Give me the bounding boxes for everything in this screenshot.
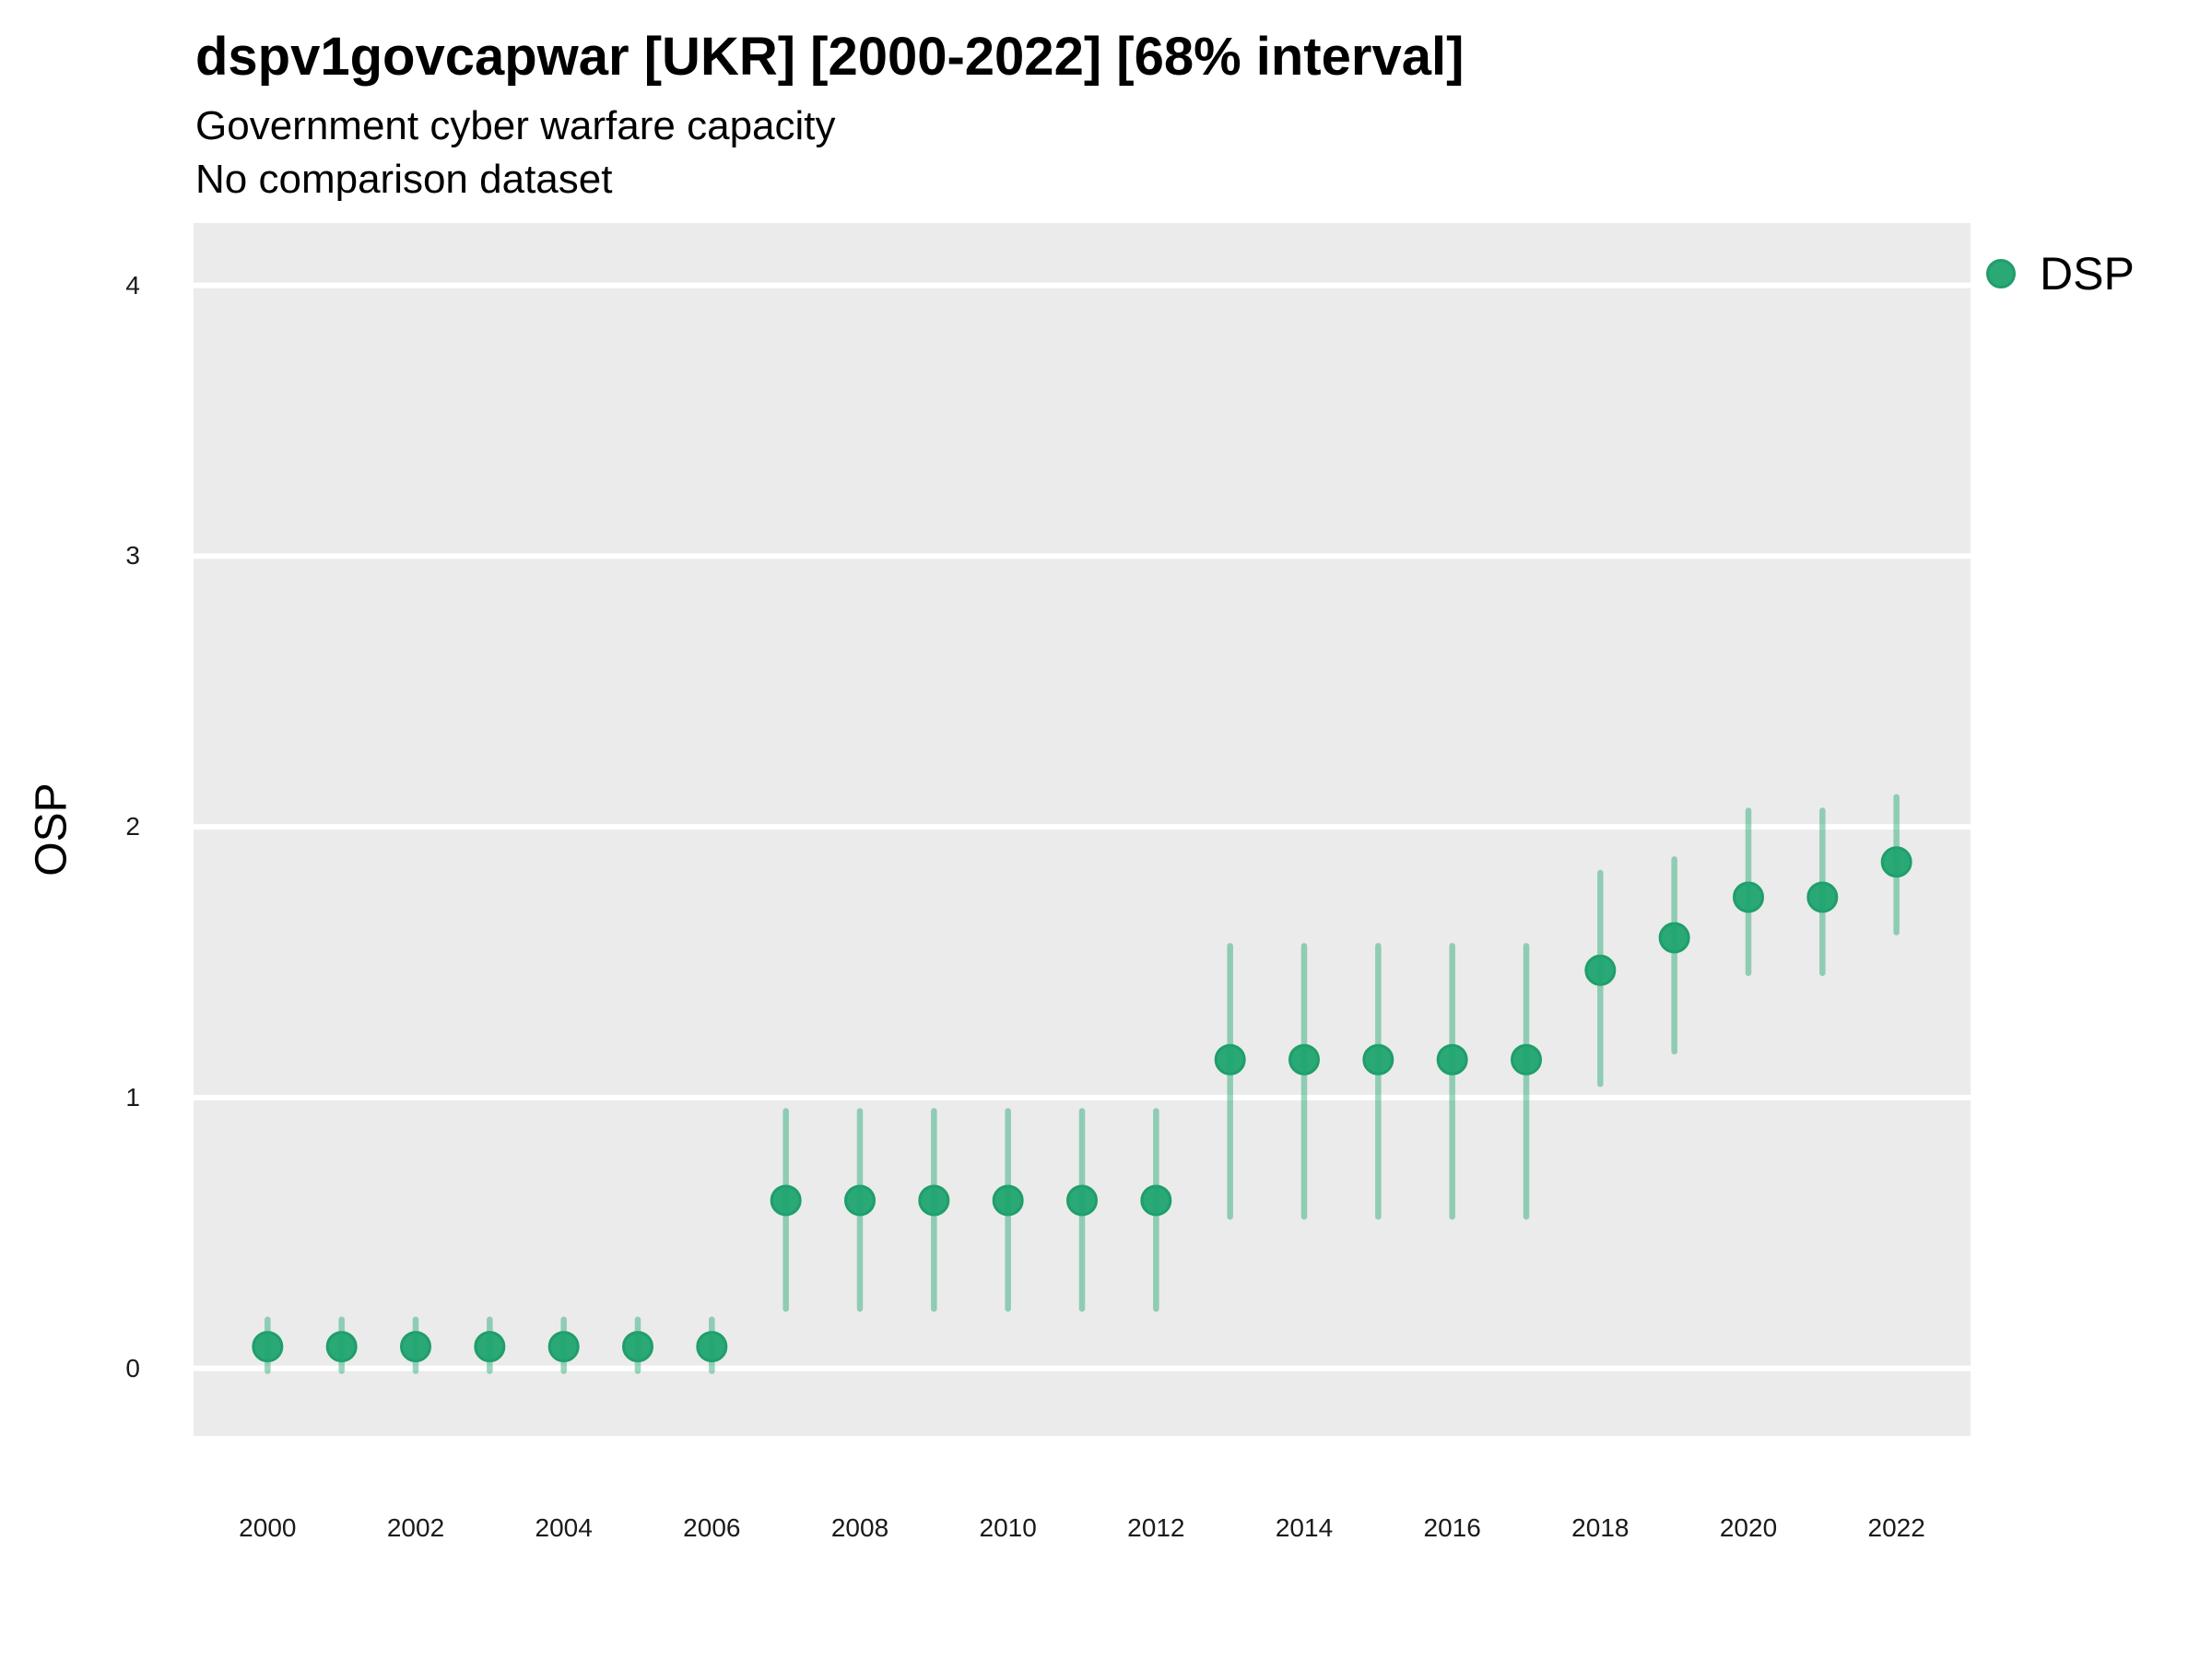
x-tick-label-2018: 2018 <box>1571 1513 1630 1542</box>
x-tick-label-2002: 2002 <box>386 1513 445 1542</box>
data-point-2014 <box>1288 1043 1320 1076</box>
legend-label: DSP <box>2040 248 2135 300</box>
data-point-2017 <box>1511 1043 1542 1076</box>
data-point-2013 <box>1214 1043 1246 1076</box>
data-point-2007 <box>770 1184 802 1217</box>
data-point-2004 <box>547 1331 580 1363</box>
data-point-2008 <box>844 1184 876 1217</box>
data-point-2021 <box>1806 881 1839 913</box>
y-tick-label-0: 0 <box>125 1353 140 1382</box>
data-point-2005 <box>622 1331 653 1363</box>
data-point-2006 <box>696 1331 728 1363</box>
data-point-2009 <box>918 1184 950 1217</box>
data-point-2015 <box>1362 1043 1394 1076</box>
chart-subtitle: Government cyber warfare capacity <box>195 103 836 148</box>
data-point-2001 <box>325 1331 358 1363</box>
x-tick-label-2022: 2022 <box>1867 1513 1925 1542</box>
x-tick-label-2014: 2014 <box>1275 1513 1334 1542</box>
data-point-2018 <box>1584 954 1617 986</box>
data-point-2016 <box>1436 1043 1468 1076</box>
plot-canvas <box>194 282 1971 1374</box>
data-point-2003 <box>474 1331 506 1363</box>
data-point-2019 <box>1658 922 1690 954</box>
data-point-2010 <box>992 1184 1024 1217</box>
data-point-2000 <box>252 1331 284 1363</box>
x-tick-label-2020: 2020 <box>1719 1513 1778 1542</box>
x-tick-label-2012: 2012 <box>1127 1513 1185 1542</box>
data-point-2020 <box>1733 881 1764 913</box>
y-tick-label-4: 4 <box>125 270 140 300</box>
y-tick-label-3: 3 <box>125 541 140 571</box>
plot-panel <box>194 223 1971 1436</box>
x-tick-label-2016: 2016 <box>1423 1513 1481 1542</box>
chart-title: dspv1govcapwar [UKR] [2000-2022] [68% in… <box>195 27 1465 87</box>
y-tick-label-1: 1 <box>125 1082 140 1112</box>
data-point-2012 <box>1140 1184 1172 1217</box>
x-tick-label-2008: 2008 <box>830 1513 889 1542</box>
x-tick-label-2004: 2004 <box>535 1513 593 1542</box>
legend-marker-icon <box>1986 259 2016 288</box>
legend: DSP <box>1986 247 2135 300</box>
chart-note: No comparison dataset <box>195 157 613 202</box>
x-tick-label-2006: 2006 <box>683 1513 741 1542</box>
x-tick-label-2000: 2000 <box>239 1513 297 1542</box>
data-point-2022 <box>1880 846 1912 878</box>
x-tick-label-2010: 2010 <box>979 1513 1037 1542</box>
data-point-2002 <box>400 1331 431 1363</box>
data-point-2011 <box>1066 1184 1098 1217</box>
y-tick-label-2: 2 <box>125 812 140 841</box>
